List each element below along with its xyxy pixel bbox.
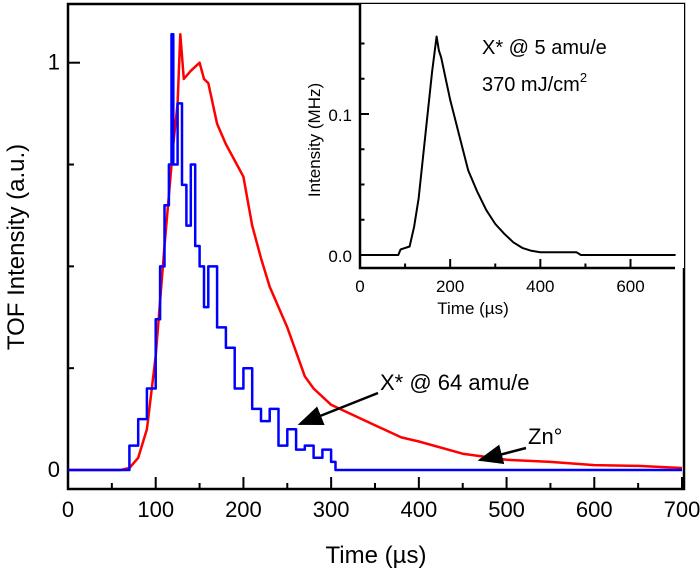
annotation-zn: Zn°	[477, 424, 562, 464]
y-axis-label: TOF Intensity (a.u.)	[3, 144, 30, 350]
inset-title-line1: X* @ 5 amu/e	[482, 37, 607, 59]
x-tick-label: 600	[616, 277, 644, 296]
x-tick-label: 700	[664, 497, 700, 522]
x-tick-label: 300	[313, 497, 350, 522]
x-tick-label: 200	[225, 497, 262, 522]
annotation-x64: X* @ 64 amu/e	[297, 370, 530, 426]
inset-plot: 0 200 400 600 0.0 0.1 Time (µs) Intensity (MH…	[305, 4, 684, 318]
annotation-zn-text: Zn°	[528, 424, 562, 449]
x-tick-label: 0	[62, 497, 74, 522]
x-tick-label: 200	[436, 277, 464, 296]
inset-title-superscript: 2	[580, 70, 587, 85]
annotation-x64-text: X* @ 64 amu/e	[380, 370, 530, 395]
series-0-line	[360, 35, 676, 256]
y-tick-label: 1	[48, 50, 60, 75]
x-tick-label: 500	[488, 497, 525, 522]
inset-y-axis-label: Intensity (MHz)	[305, 83, 324, 197]
x-tick-label: 400	[526, 277, 554, 296]
inset-title-line2: 370 mJ/cm2	[482, 70, 587, 96]
x-tick-label: 0	[355, 277, 364, 296]
x-axis-label: Time (µs)	[326, 542, 427, 569]
annotation-zn-arrow	[477, 444, 527, 464]
annotation-x64-arrow	[297, 391, 379, 426]
x-tick-label: 400	[400, 497, 437, 522]
main-plot: 0 100 200 300 400 500 600 700 0 1 Time (µs) TOF I…	[3, 2, 700, 569]
series-1-line	[68, 32, 682, 472]
x-tick-label: 600	[576, 497, 613, 522]
series-0-line	[68, 32, 683, 472]
x-tick-label: 100	[137, 497, 174, 522]
inset-x-axis-label: Time (µs)	[437, 299, 509, 318]
y-tick-label: 0	[48, 457, 60, 482]
y-tick-label: 0.1	[328, 106, 352, 125]
y-tick-label: 0.0	[328, 247, 352, 266]
inset-title-fluence: 370 mJ/cm	[482, 74, 580, 96]
